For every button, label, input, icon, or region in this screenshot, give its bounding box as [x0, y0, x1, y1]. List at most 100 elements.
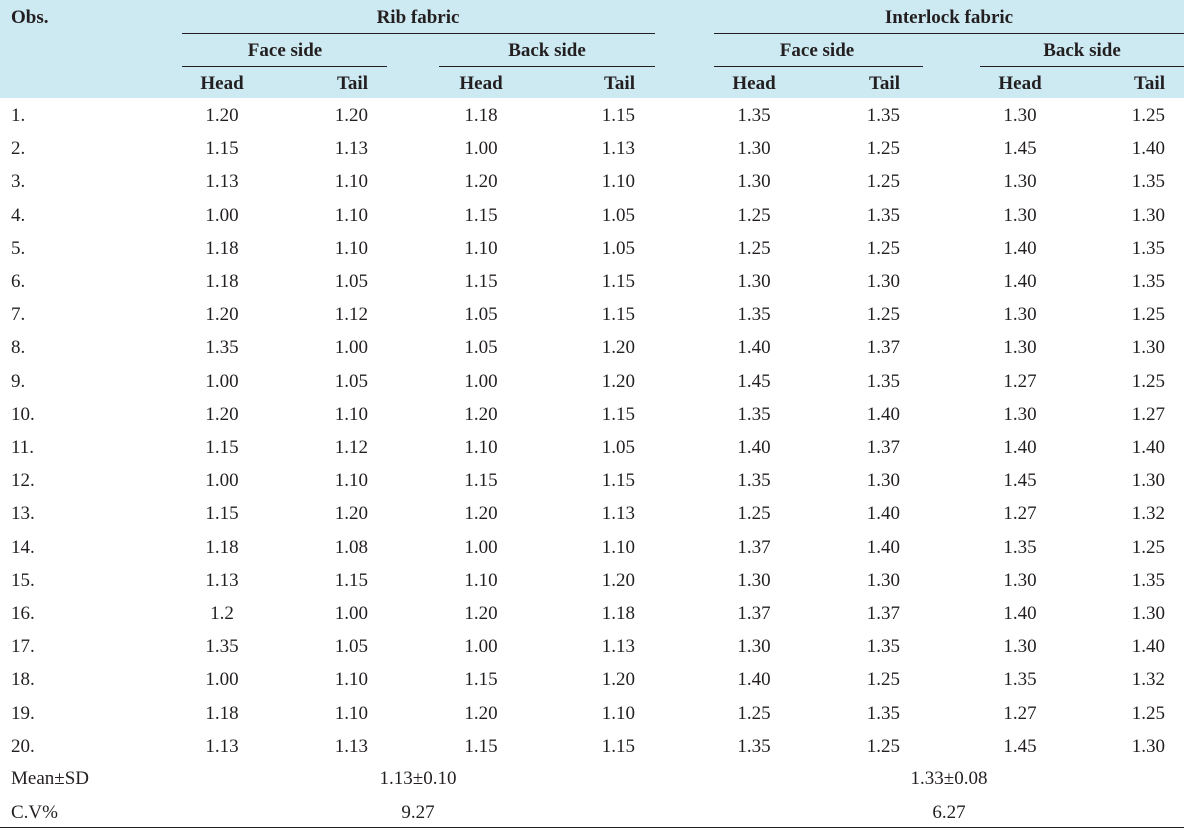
cell-rib-face-head: 1.18 [205, 537, 239, 558]
cell-rib-back-head: 1.05 [464, 337, 498, 358]
cell-obs: 13. [11, 503, 35, 524]
table-bottom-rule [0, 827, 1184, 828]
cell-interlock-back-tail: 1.25 [1131, 304, 1165, 325]
cell-interlock-back-head: 1.30 [1003, 304, 1037, 325]
cell-interlock-face-tail: 1.30 [866, 271, 900, 292]
cell-interlock-face-tail: 1.25 [866, 669, 900, 690]
cell-rib-face-head: 1.15 [205, 138, 239, 159]
cell-obs: 12. [11, 470, 35, 491]
cell-rib-back-tail: 1.05 [601, 238, 635, 259]
cell-obs: 16. [11, 603, 35, 624]
cell-interlock-face-head: 1.40 [737, 337, 771, 358]
rib-back-rule [439, 66, 655, 67]
cell-interlock-back-tail: 1.35 [1131, 271, 1165, 292]
cell-rib-face-head: 1.18 [205, 238, 239, 259]
cell-obs: 5. [11, 238, 26, 259]
cell-rib-back-tail: 1.20 [601, 337, 635, 358]
cell-interlock-face-tail: 1.37 [866, 337, 900, 358]
cell-interlock-face-tail: 1.37 [866, 603, 900, 624]
cell-interlock-back-head: 1.40 [1003, 271, 1037, 292]
cell-rib-face-head: 1.18 [205, 703, 239, 724]
cell-rib-face-tail: 1.13 [334, 736, 368, 757]
cell-rib-face-tail: 1.10 [334, 470, 368, 491]
cell-rib-face-tail: 1.05 [334, 271, 368, 292]
cell-rib-face-tail: 1.20 [334, 503, 368, 524]
cell-rib-back-tail: 1.05 [601, 205, 635, 226]
cell-obs: 8. [11, 337, 26, 358]
header-interlock-fabric: Interlock fabric [884, 7, 1014, 28]
cell-rib-back-head: 1.00 [464, 371, 498, 392]
cell-interlock-face-head: 1.35 [737, 404, 771, 425]
cell-interlock-back-head: 1.27 [1003, 371, 1037, 392]
cell-interlock-back-tail: 1.25 [1131, 371, 1165, 392]
cell-interlock-face-head: 1.30 [737, 171, 771, 192]
cell-rib-face-head: 1.15 [205, 503, 239, 524]
cell-rib-face-tail: 1.08 [334, 537, 368, 558]
cell-obs: 10. [11, 404, 35, 425]
cell-obs: 9. [11, 371, 26, 392]
cell-interlock-face-tail: 1.35 [866, 105, 900, 126]
cell-interlock-face-head: 1.35 [737, 736, 771, 757]
cell-interlock-face-head: 1.35 [737, 470, 771, 491]
cell-interlock-face-head: 1.40 [737, 437, 771, 458]
cell-interlock-face-tail: 1.37 [866, 437, 900, 458]
cell-interlock-back-tail: 1.25 [1131, 537, 1165, 558]
cell-rib-back-head: 1.10 [464, 570, 498, 591]
cell-interlock-face-head: 1.25 [737, 503, 771, 524]
cell-rib-back-head: 1.20 [464, 603, 498, 624]
cell-rib-back-tail: 1.10 [601, 703, 635, 724]
cell-interlock-face-head: 1.25 [737, 238, 771, 259]
cell-interlock-face-tail: 1.35 [866, 703, 900, 724]
cell-rib-face-head: 1.13 [205, 171, 239, 192]
cell-rib-back-tail: 1.13 [601, 138, 635, 159]
cell-obs: 18. [11, 669, 35, 690]
cell-interlock-face-head: 1.35 [737, 105, 771, 126]
header-rib-fabric: Rib fabric [376, 7, 460, 28]
interlock-back-rule [980, 66, 1184, 67]
cell-interlock-face-head: 1.30 [737, 138, 771, 159]
mean-sd-label: Mean±SD [11, 768, 89, 789]
header-rib-back-head: Head [459, 73, 503, 94]
cell-rib-face-tail: 1.10 [334, 404, 368, 425]
cell-rib-face-head: 1.00 [205, 669, 239, 690]
cell-interlock-back-tail: 1.30 [1131, 470, 1165, 491]
cell-interlock-face-tail: 1.30 [866, 570, 900, 591]
cell-interlock-back-head: 1.30 [1003, 205, 1037, 226]
cell-interlock-face-head: 1.30 [737, 271, 771, 292]
cell-interlock-face-tail: 1.25 [866, 304, 900, 325]
cell-rib-face-head: 1.13 [205, 570, 239, 591]
cell-interlock-face-head: 1.25 [737, 205, 771, 226]
cell-rib-back-head: 1.15 [464, 669, 498, 690]
cell-obs: 17. [11, 636, 35, 657]
cell-interlock-face-head: 1.37 [737, 603, 771, 624]
cell-interlock-back-head: 1.30 [1003, 105, 1037, 126]
cell-interlock-face-tail: 1.35 [866, 371, 900, 392]
cell-rib-face-head: 1.20 [205, 304, 239, 325]
header-interlock-back-head: Head [998, 73, 1042, 94]
header-rib-back-tail: Tail [604, 73, 635, 94]
cell-interlock-back-head: 1.30 [1003, 570, 1037, 591]
cell-rib-back-tail: 1.15 [601, 304, 635, 325]
cell-rib-face-head: 1.00 [205, 205, 239, 226]
cell-interlock-back-head: 1.45 [1003, 736, 1037, 757]
cell-interlock-face-tail: 1.25 [866, 171, 900, 192]
cell-rib-back-tail: 1.18 [601, 603, 635, 624]
cell-obs: 4. [11, 205, 26, 226]
header-obs: Obs. [11, 7, 49, 28]
rib-cv: 9.27 [401, 802, 435, 823]
cell-rib-face-tail: 1.00 [334, 337, 368, 358]
cv-label: C.V% [11, 802, 58, 823]
cell-rib-face-head: 1.2 [210, 603, 234, 624]
cell-rib-back-tail: 1.15 [601, 404, 635, 425]
cell-interlock-back-tail: 1.40 [1131, 138, 1165, 159]
cell-rib-face-head: 1.35 [205, 337, 239, 358]
cell-rib-back-head: 1.10 [464, 238, 498, 259]
cell-rib-back-head: 1.15 [464, 271, 498, 292]
cell-interlock-back-head: 1.45 [1003, 470, 1037, 491]
cell-interlock-back-head: 1.30 [1003, 337, 1037, 358]
cell-rib-back-tail: 1.15 [601, 470, 635, 491]
cell-obs: 14. [11, 537, 35, 558]
cell-rib-face-head: 1.15 [205, 437, 239, 458]
header-interlock-back-side: Back side [1043, 40, 1121, 61]
